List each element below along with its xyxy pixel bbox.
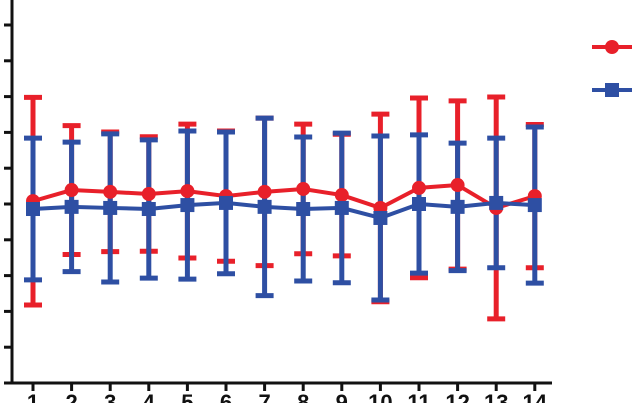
marker xyxy=(296,181,311,196)
x-tick-label: 14 xyxy=(523,390,548,403)
marker xyxy=(334,188,349,203)
marker xyxy=(489,195,504,210)
marker xyxy=(412,197,426,211)
x-tick-label: 7 xyxy=(258,390,270,403)
marker xyxy=(64,183,79,198)
legend-marker xyxy=(605,40,619,54)
x-tick-label: 5 xyxy=(181,390,193,403)
x-tick-label: 1 xyxy=(27,390,39,403)
x-tick-label: 12 xyxy=(445,390,469,403)
x-tick-label: 13 xyxy=(484,390,508,403)
x-tick-label: 6 xyxy=(220,390,232,403)
marker xyxy=(103,200,118,215)
x-tick-label: 4 xyxy=(143,390,156,403)
marker xyxy=(373,210,388,225)
marker xyxy=(219,195,233,210)
marker xyxy=(26,202,40,217)
marker xyxy=(296,202,311,217)
marker xyxy=(141,202,156,217)
marker xyxy=(412,180,426,195)
marker xyxy=(334,200,349,215)
marker xyxy=(180,198,195,213)
marker xyxy=(180,184,195,199)
legend-marker xyxy=(605,83,619,97)
x-tick-label: 10 xyxy=(368,390,392,403)
x-tick-label: 8 xyxy=(297,390,309,403)
marker xyxy=(257,199,272,214)
marker xyxy=(527,198,542,213)
marker xyxy=(450,199,465,214)
x-tick-label: 9 xyxy=(336,390,348,403)
marker xyxy=(64,199,79,214)
x-tick-label: 11 xyxy=(407,390,430,403)
marker xyxy=(103,184,118,199)
marker xyxy=(257,184,272,199)
marker xyxy=(450,178,465,193)
x-tick-label: 2 xyxy=(65,390,77,403)
x-tick-label: 3 xyxy=(104,390,116,403)
marker xyxy=(141,186,156,201)
